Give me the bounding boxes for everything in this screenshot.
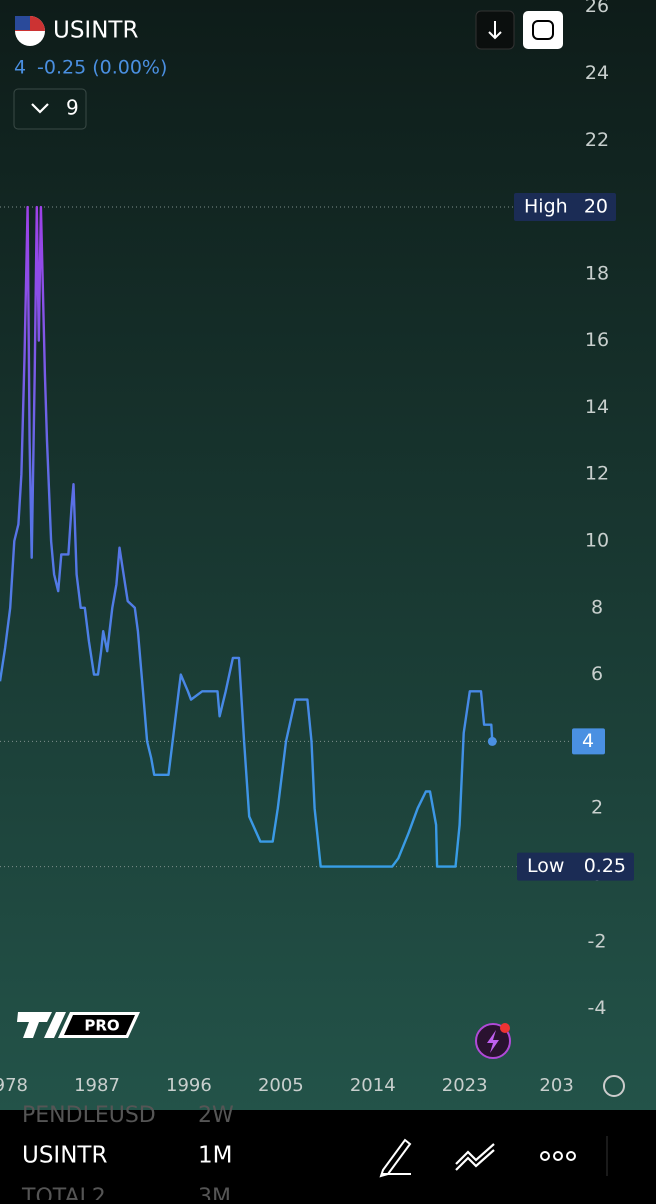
x-tick-label: 1996 <box>166 1075 212 1096</box>
high-value: 20 <box>584 196 608 218</box>
interval: 2W <box>198 1103 234 1128</box>
watermark: PRO <box>84 1017 119 1035</box>
x-tick-label: 2014 <box>350 1075 396 1096</box>
high-label: High <box>524 196 568 218</box>
y-tick-label: 2 <box>591 797 603 819</box>
indicator-count: 9 <box>66 96 79 120</box>
x-tick-label: 203 <box>539 1075 573 1096</box>
symbol-row[interactable]: PENDLEUSD <box>22 1103 156 1128</box>
bottom-bar <box>0 1110 656 1200</box>
indicator-icon[interactable] <box>455 1143 495 1171</box>
chevron <box>31 103 49 114</box>
interval: 1M <box>198 1143 232 1169</box>
low-value: 0.25 <box>584 855 626 877</box>
y-tick-label: 14 <box>585 396 609 418</box>
x-tick-label: 2023 <box>442 1075 488 1096</box>
high-box <box>514 193 616 222</box>
bolt-icon <box>487 1030 499 1053</box>
pro-badge-inner <box>64 1015 135 1035</box>
x-tick-label: 1987 <box>74 1075 120 1096</box>
last-value: 4 <box>14 57 26 79</box>
symbol-row[interactable]: USINTR <box>22 1143 107 1169</box>
y-tick-label: 12 <box>585 463 609 485</box>
low-box <box>517 852 634 881</box>
y-tick-label: 6 <box>591 663 603 685</box>
badge-dot <box>500 1023 510 1033</box>
y-tick-label: 10 <box>585 530 609 552</box>
y-tick-label: 16 <box>585 329 609 351</box>
x-tick-label: 1978 <box>0 1075 28 1096</box>
indicators-button[interactable] <box>13 88 87 130</box>
fullscreen-icon <box>532 20 554 40</box>
series-line <box>0 205 494 868</box>
y-tick-label: 22 <box>585 129 609 151</box>
fullscreen-button[interactable] <box>523 11 563 49</box>
flag-canton <box>15 16 30 30</box>
logo <box>17 1012 66 1038</box>
chart-background <box>0 0 656 1110</box>
last-price-box <box>572 728 605 755</box>
last-price-label: 4 <box>582 730 594 752</box>
symbol: USINTR <box>53 18 138 44</box>
draw-icon[interactable] <box>379 1138 412 1178</box>
y-tick-label: 8 <box>591 596 603 618</box>
y-tick-label: -4 <box>588 997 607 1019</box>
interval: 3M <box>198 1185 231 1200</box>
last-point <box>487 736 497 746</box>
more-button[interactable] <box>540 1151 576 1161</box>
settings-icon[interactable] <box>603 1075 625 1097</box>
download-icon <box>488 21 502 40</box>
x-tick-label: 2005 <box>258 1075 304 1096</box>
y-tick-label: 24 <box>585 62 609 84</box>
symbol-row[interactable]: TOTAL2 <box>21 1185 106 1204</box>
y-tick-label: 18 <box>585 262 609 284</box>
low-label: Low <box>527 855 564 877</box>
y-tick-label: -2 <box>588 930 607 952</box>
y-tick-label: 26 <box>585 0 609 17</box>
change: -0.25 (0.00%) <box>37 57 167 79</box>
